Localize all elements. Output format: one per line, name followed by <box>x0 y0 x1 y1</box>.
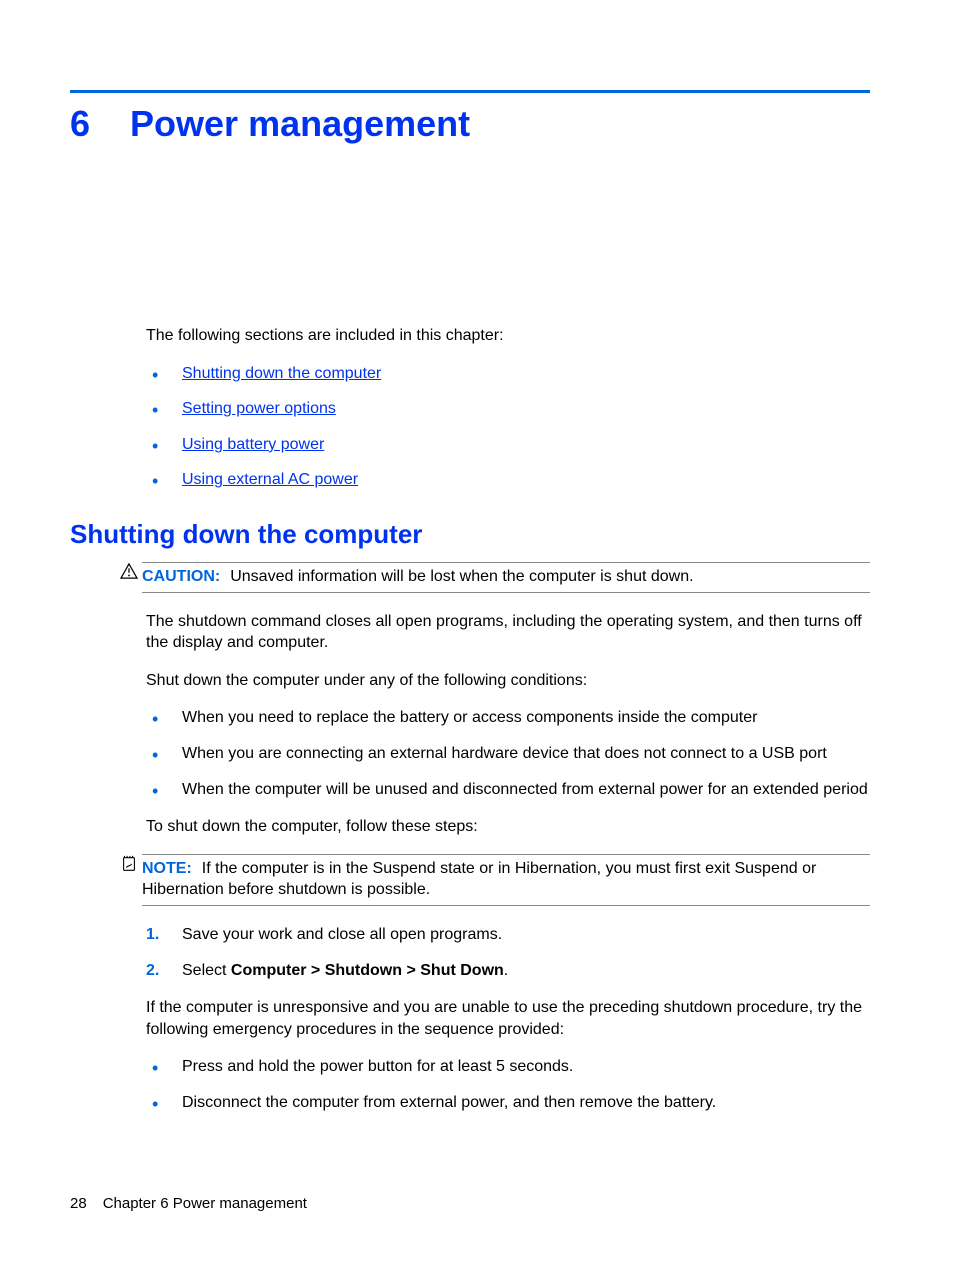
step-text: . <box>504 962 508 979</box>
step-text: Select <box>182 962 231 979</box>
chapter-title: Power management <box>130 103 470 145</box>
intro-text: The following sections are included in t… <box>146 325 870 347</box>
chapter-intro-block: The following sections are included in t… <box>146 325 870 491</box>
chapter-rule <box>70 90 870 93</box>
toc-link-power-options[interactable]: Setting power options <box>182 400 336 417</box>
body-text: To shut down the computer, follow these … <box>146 816 870 838</box>
toc-link-ac-power[interactable]: Using external AC power <box>182 471 358 488</box>
list-item: Press and hold the power button for at l… <box>146 1056 870 1078</box>
note-label: NOTE: <box>142 860 192 877</box>
note-icon <box>120 855 142 878</box>
steps-list: Save your work and close all open progra… <box>146 924 870 981</box>
list-item: When the computer will be unused and dis… <box>146 779 870 801</box>
conditions-list: When you need to replace the battery or … <box>146 707 870 800</box>
footer-text: Chapter 6 Power management <box>103 1195 307 1212</box>
toc-link-shutdown[interactable]: Shutting down the computer <box>182 365 381 382</box>
list-item: Shutting down the computer <box>146 363 870 385</box>
toc-list: Shutting down the computer Setting power… <box>146 363 870 491</box>
caution-text: Unsaved information will be lost when th… <box>230 568 693 585</box>
page-footer: 28 Chapter 6 Power management <box>70 1195 307 1212</box>
list-item: Using external AC power <box>146 469 870 491</box>
section-heading-shutdown: Shutting down the computer <box>70 519 870 550</box>
note-body: NOTE:If the computer is in the Suspend s… <box>142 854 870 906</box>
body-text: Shut down the computer under any of the … <box>146 670 870 692</box>
caution-icon <box>120 563 142 584</box>
menu-path: Computer > Shutdown > Shut Down <box>231 962 504 979</box>
page-number: 28 <box>70 1195 87 1212</box>
section-body: The shutdown command closes all open pro… <box>146 611 870 838</box>
list-item: Setting power options <box>146 398 870 420</box>
chapter-number: 6 <box>70 103 90 145</box>
caution-label: CAUTION: <box>142 568 220 585</box>
chapter-heading: 6 Power management <box>70 103 870 145</box>
toc-link-battery[interactable]: Using battery power <box>182 436 324 453</box>
list-item: Disconnect the computer from external po… <box>146 1092 870 1114</box>
caution-body: CAUTION: Unsaved information will be lost… <box>142 562 870 593</box>
list-item: Using battery power <box>146 434 870 456</box>
list-item: When you need to replace the battery or … <box>146 707 870 729</box>
steps-block: Save your work and close all open progra… <box>146 924 870 1114</box>
emergency-list: Press and hold the power button for at l… <box>146 1056 870 1113</box>
list-item: When you are connecting an external hard… <box>146 743 870 765</box>
caution-admonition: CAUTION: Unsaved information will be lost… <box>120 562 870 593</box>
body-text: The shutdown command closes all open pro… <box>146 611 870 654</box>
note-text: If the computer is in the Suspend state … <box>142 860 816 899</box>
step-item: Save your work and close all open progra… <box>146 924 870 946</box>
step-item: Select Computer > Shutdown > Shut Down. <box>146 960 870 982</box>
page-body: 6 Power management The following section… <box>70 90 870 1129</box>
body-text: If the computer is unresponsive and you … <box>146 997 870 1040</box>
note-admonition: NOTE:If the computer is in the Suspend s… <box>120 854 870 906</box>
